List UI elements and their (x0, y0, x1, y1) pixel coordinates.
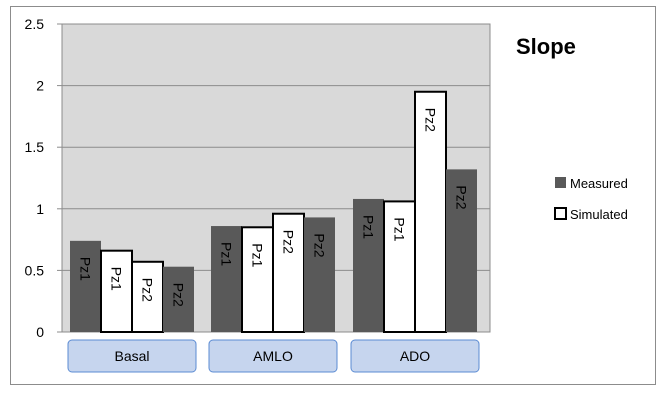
y-tick-label: 1.5 (25, 139, 45, 155)
bar-label: Pz2 (281, 230, 297, 254)
y-tick-label: 2.5 (25, 16, 45, 32)
bar-measured (304, 217, 335, 332)
bar-simulated (100, 249, 133, 333)
legend-label: Measured (570, 176, 628, 191)
y-tick-label: 0.5 (25, 262, 45, 278)
bar-simulated (383, 200, 416, 333)
bar-label: Pz2 (454, 185, 470, 209)
bar-label: Pz1 (250, 243, 266, 267)
bar-simulated (241, 226, 274, 333)
group-label: Basal (114, 348, 149, 364)
bar-measured (353, 198, 384, 332)
group-label: AMLO (253, 348, 293, 364)
y-tick-label: 0 (36, 324, 44, 340)
bar-label: Pz1 (219, 242, 235, 266)
bar-label: Pz2 (171, 283, 187, 307)
chart-title: Slope (516, 34, 576, 59)
bar-label: Pz2 (140, 278, 156, 302)
bar-label: Pz2 (423, 108, 439, 132)
legend-label: Simulated (570, 207, 628, 222)
bar-measured (446, 169, 477, 332)
bar-measured (211, 226, 242, 332)
group-label: ADO (400, 348, 430, 364)
bar-measured (70, 240, 101, 332)
group-label-box (208, 339, 338, 373)
bar-label: Pz2 (312, 233, 328, 257)
legend-swatch-measured (555, 177, 566, 188)
bar-label: Pz1 (361, 215, 377, 239)
y-tick-label: 1 (36, 201, 44, 217)
bar-measured (163, 266, 194, 332)
group-label-box (67, 339, 197, 373)
bar-label: Pz1 (109, 267, 125, 291)
bar-label: Pz1 (392, 217, 408, 241)
bar-label: Pz1 (78, 257, 94, 281)
group-label-box (350, 339, 480, 373)
legend-swatch-simulated (554, 207, 567, 220)
y-tick-label: 2 (36, 78, 44, 94)
